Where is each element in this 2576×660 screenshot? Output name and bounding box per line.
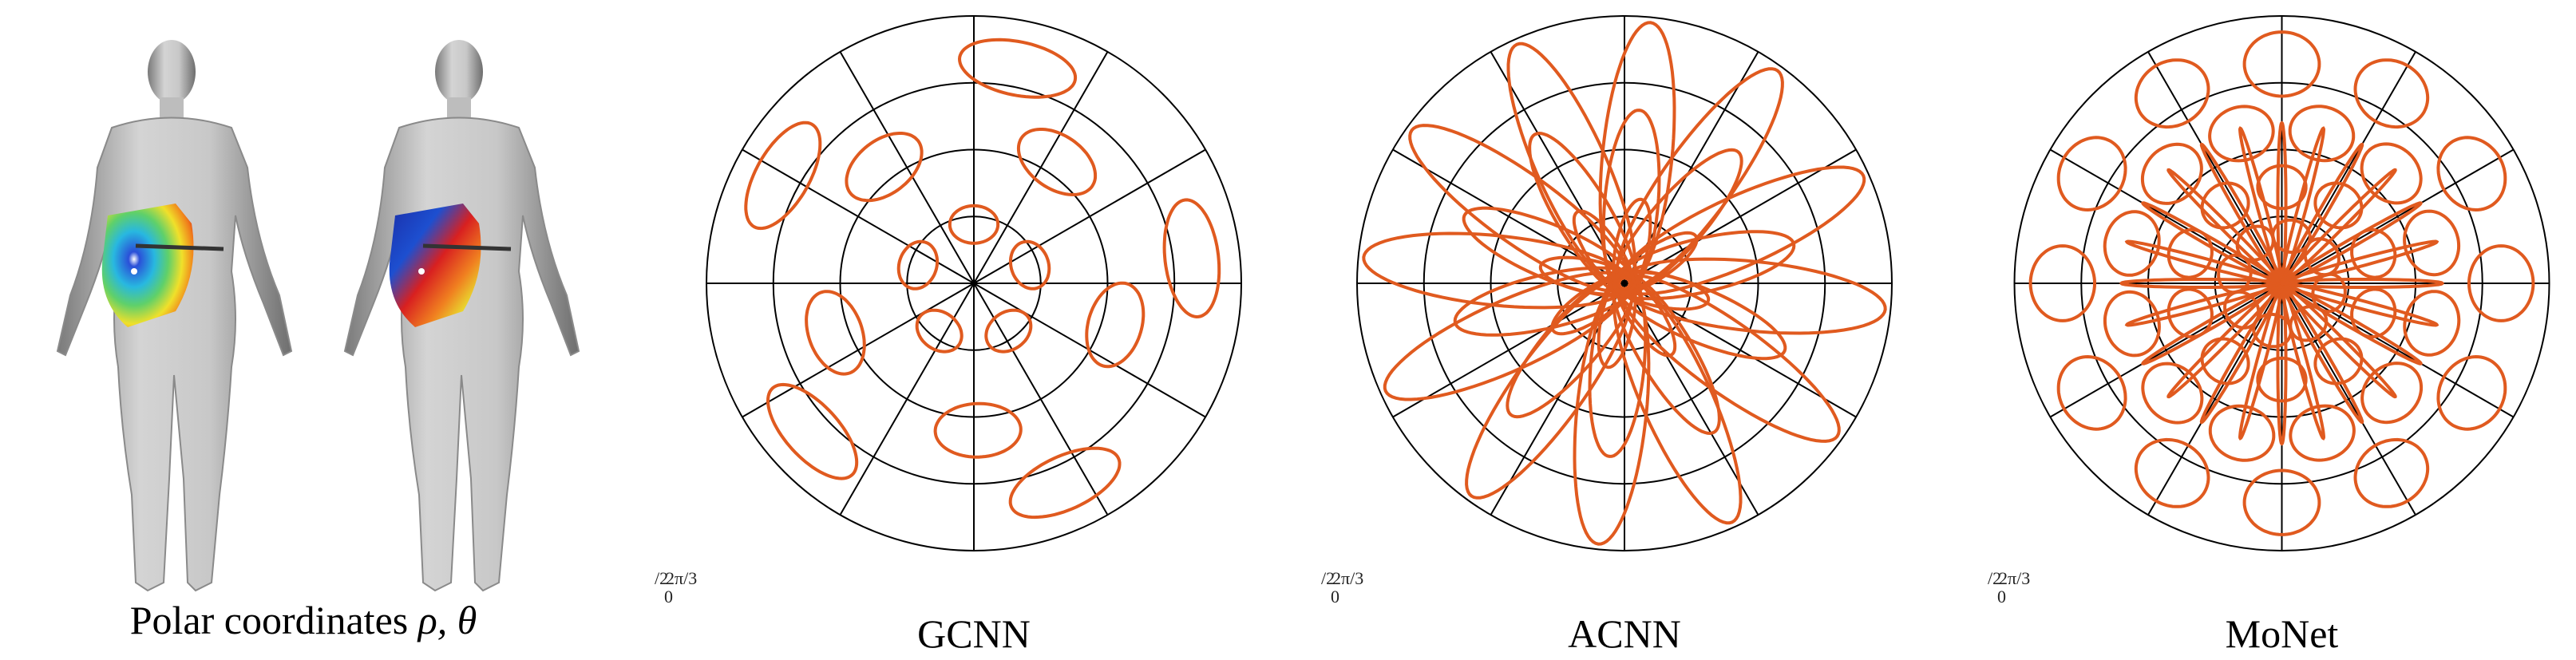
tick-label-bottom: 0 bbox=[1331, 587, 1339, 607]
curve-group bbox=[2028, 30, 2535, 536]
polar-panel-acnn: /2 2π/3 0 ACNN bbox=[1321, 0, 1928, 660]
curve bbox=[2360, 362, 2424, 425]
tick-label-top: /2 bbox=[655, 568, 669, 588]
grid-spoke bbox=[2049, 148, 2283, 284]
curve bbox=[933, 401, 1023, 459]
curve bbox=[915, 308, 964, 354]
grid-spoke bbox=[742, 283, 975, 418]
curve bbox=[744, 121, 822, 231]
curve bbox=[2103, 210, 2161, 277]
curve bbox=[1162, 198, 1221, 319]
grid-spoke bbox=[2281, 148, 2515, 284]
curve bbox=[2141, 362, 2204, 425]
polar-grid bbox=[2013, 15, 2550, 551]
curve bbox=[2056, 136, 2127, 212]
grid-spoke bbox=[2147, 283, 2283, 516]
grid-spoke bbox=[973, 283, 1109, 516]
panel-caption: ACNN bbox=[1568, 611, 1681, 656]
curve bbox=[766, 382, 859, 480]
polar-panel-monet: /2 2π/3 0 MoNet bbox=[1988, 0, 2576, 660]
curve bbox=[2134, 437, 2210, 508]
body-1 bbox=[56, 40, 293, 592]
grid-spoke bbox=[2281, 283, 2515, 418]
grid-spoke bbox=[839, 51, 975, 284]
curve-group bbox=[1362, 21, 1887, 546]
curve bbox=[2028, 244, 2097, 322]
panel-caption: MoNet bbox=[2225, 611, 2339, 656]
body-figures bbox=[56, 40, 580, 592]
curve bbox=[2208, 404, 2276, 462]
grid-spoke bbox=[2147, 51, 2283, 284]
curve bbox=[2288, 105, 2356, 163]
tick-label-top: /2 bbox=[1321, 568, 1335, 588]
curve bbox=[2280, 239, 2439, 286]
polar-grid bbox=[1356, 15, 1893, 551]
bodies-caption: Polar coordinates ρ, θ bbox=[0, 597, 607, 643]
bodies-panel: Polar coordinates ρ, θ bbox=[0, 0, 607, 660]
polar-plot-acnn bbox=[1356, 15, 1893, 551]
curve-group bbox=[744, 38, 1221, 520]
tick-label-mid: 2π/3 bbox=[1332, 568, 1364, 588]
polar-grid bbox=[706, 15, 1242, 551]
curve bbox=[1016, 128, 1098, 196]
polar-plot-gcnn bbox=[706, 15, 1242, 551]
body-2 bbox=[343, 40, 580, 592]
grid-spoke bbox=[742, 148, 975, 284]
curve bbox=[2436, 136, 2507, 212]
curve bbox=[2403, 290, 2461, 357]
polar-panel-gcnn: /2 2π/3 0 GCNN bbox=[655, 0, 1293, 660]
grid-spoke bbox=[2049, 283, 2283, 418]
tick-label-mid: 2π/3 bbox=[1999, 568, 2031, 588]
grid-spoke bbox=[973, 51, 1109, 284]
bodies-caption-prefix: Polar coordinates bbox=[129, 598, 418, 642]
curve bbox=[2436, 354, 2507, 431]
curve bbox=[845, 132, 924, 203]
curve bbox=[2353, 58, 2430, 129]
curve bbox=[2208, 105, 2275, 163]
curve bbox=[2103, 290, 2161, 358]
curve bbox=[2134, 58, 2210, 129]
curve bbox=[2403, 209, 2461, 277]
curve bbox=[2289, 404, 2356, 462]
curve bbox=[2467, 244, 2535, 322]
curve bbox=[2056, 354, 2127, 431]
curve bbox=[1008, 239, 1051, 290]
panel-caption: GCNN bbox=[917, 611, 1031, 656]
curve bbox=[2360, 142, 2423, 205]
curve bbox=[984, 308, 1033, 354]
grid-spoke bbox=[973, 148, 1206, 284]
curve bbox=[957, 38, 1078, 99]
curve bbox=[2242, 30, 2321, 98]
bodies-caption-symbols: ρ, θ bbox=[417, 598, 477, 642]
curve bbox=[2242, 468, 2321, 536]
curve bbox=[1612, 231, 1699, 294]
curve bbox=[1085, 281, 1146, 369]
grid-spoke bbox=[2281, 283, 2416, 516]
curve bbox=[1008, 446, 1122, 520]
polar-plot-monet bbox=[2013, 15, 2550, 551]
curve bbox=[2256, 356, 2308, 403]
grid-spoke bbox=[2281, 51, 2416, 284]
tick-label-bottom: 0 bbox=[1997, 587, 2006, 607]
curve bbox=[896, 239, 940, 290]
curve bbox=[2256, 164, 2308, 211]
grid-spoke bbox=[839, 283, 975, 516]
curve bbox=[2353, 437, 2430, 508]
tick-label-mid: 2π/3 bbox=[666, 568, 698, 588]
curve bbox=[805, 290, 866, 376]
curve bbox=[948, 204, 1000, 245]
tick-label-top: /2 bbox=[1988, 568, 2002, 588]
curve bbox=[1617, 165, 1866, 296]
curve bbox=[2140, 142, 2203, 205]
tick-label-bottom: 0 bbox=[664, 587, 673, 607]
